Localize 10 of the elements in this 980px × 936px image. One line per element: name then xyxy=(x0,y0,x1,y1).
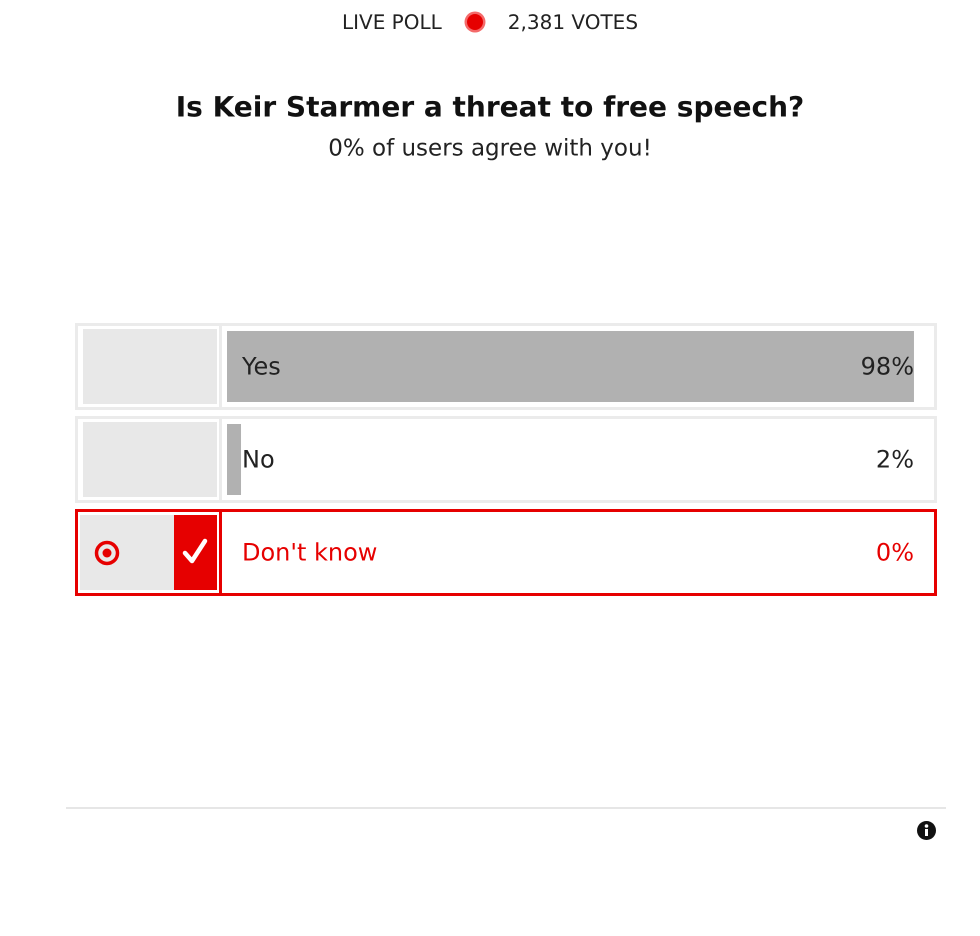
text: 2,381 VOTES xyxy=(508,10,638,34)
data-label: 98% xyxy=(860,352,914,380)
chart-title: Is Keir Starmer a threat to free speech? xyxy=(176,90,804,124)
data-label: 2% xyxy=(876,446,914,474)
y-tick-label: Don't know xyxy=(242,538,378,566)
data-label: 0% xyxy=(876,538,914,566)
y-tick-label: No xyxy=(242,446,275,474)
chart-subtitle: 0% of users agree with you! xyxy=(328,136,652,162)
text: LIVE POLL xyxy=(342,10,442,34)
y-tick-label: Yes xyxy=(241,352,281,380)
